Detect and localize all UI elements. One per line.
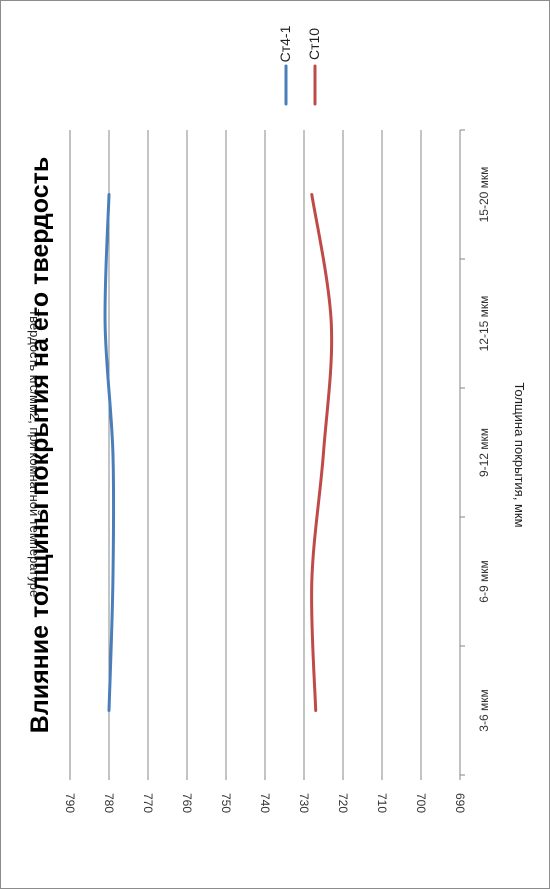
- value-axis-ticks: 790 780 770 760 750 740 730 720 710 700 690: [63, 793, 467, 813]
- legend-label: Ст4-1: [277, 25, 293, 62]
- value-tick-label: 770: [141, 793, 155, 813]
- category-axis-ticks: 3-6 мкм 6-9 мкм 9-12 мкм 12-15 мкм 15-20 мкм: [477, 167, 491, 732]
- category-tick-label: 12-15 мкм: [477, 296, 491, 352]
- series-line: [103, 193, 116, 712]
- value-tick-label: 760: [180, 793, 194, 813]
- value-tick-label: 730: [297, 793, 311, 813]
- category-tick-label: 9-12 мкм: [477, 428, 491, 477]
- value-tick-label: 710: [375, 793, 389, 813]
- series-layer: [103, 193, 334, 712]
- gridlines: [69, 130, 461, 780]
- series-line: [310, 193, 334, 712]
- value-tick-label: 690: [453, 793, 467, 813]
- value-tick-label: 750: [219, 793, 233, 813]
- legend-label: Ст10: [306, 28, 322, 60]
- value-tick-label: 740: [258, 793, 272, 813]
- legend: Ст4-1 Ст10: [277, 25, 322, 106]
- category-tick-label: 3-6 мкм: [477, 689, 491, 731]
- category-tick-label: 15-20 мкм: [477, 167, 491, 223]
- y-axis-title: Твердость кгс/мм2, при комнатной темпера…: [27, 309, 42, 597]
- category-axis: [459, 129, 465, 776]
- value-tick-label: 790: [63, 793, 77, 813]
- chart-title: Влияние толщины покрытия на его твердост…: [26, 157, 54, 733]
- x-axis-title: Толщина покрытия, мкм: [512, 382, 527, 527]
- value-tick-label: 700: [414, 793, 428, 813]
- value-tick-label: 780: [102, 793, 116, 813]
- category-tick-label: 6-9 мкм: [477, 560, 491, 602]
- value-tick-label: 720: [336, 793, 350, 813]
